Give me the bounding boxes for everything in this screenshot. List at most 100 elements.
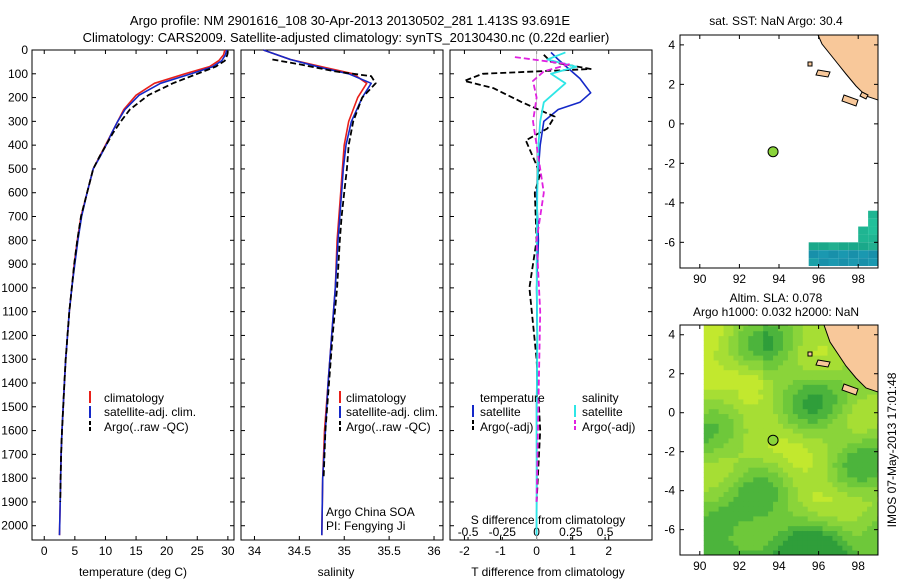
- sla-cell: [728, 457, 734, 463]
- sla-cell: [748, 345, 754, 351]
- sla-cell: [797, 511, 804, 517]
- sla-cell: [728, 418, 734, 424]
- sla-cell: [842, 472, 848, 478]
- sla-cell: [773, 423, 779, 429]
- sla-cell: [738, 350, 744, 356]
- sla-cell: [733, 379, 739, 385]
- sla-cell: [837, 438, 843, 444]
- sla-cell: [822, 389, 828, 395]
- sla-cell: [827, 389, 833, 395]
- sla-cell: [743, 423, 749, 429]
- sla-cell: [797, 467, 804, 473]
- sla-argo-position-marker: [767, 434, 779, 446]
- sla-cell: [792, 345, 799, 351]
- sla-cell: [753, 433, 759, 439]
- sla-cell: [763, 525, 769, 532]
- sla-cell: [718, 467, 724, 473]
- sla-cell: [807, 364, 814, 371]
- sla-cell: [743, 535, 749, 541]
- sst-island: [815, 69, 831, 78]
- sla-cell: [768, 462, 774, 468]
- sla-cell: [713, 394, 720, 400]
- sla-cell: [768, 345, 774, 351]
- sla-cell: [743, 403, 749, 410]
- sla-cell: [812, 442, 819, 449]
- sla-cell: [763, 325, 769, 327]
- sla-cell: [837, 535, 843, 541]
- sla-cell: [807, 516, 814, 522]
- sla-cell: [842, 477, 848, 483]
- sla-cell: [773, 394, 779, 400]
- sla-cell: [778, 418, 784, 424]
- sla-cell: [812, 462, 819, 468]
- sla-cell: [827, 384, 833, 390]
- sla-cell: [802, 335, 809, 341]
- sla-cell: [807, 467, 814, 473]
- sla-cell: [748, 452, 754, 458]
- sla-cell: [812, 423, 819, 429]
- sla-cell: [728, 535, 734, 541]
- sla-cell: [748, 481, 754, 488]
- sst-land: [817, 35, 878, 101]
- sla-cell: [792, 364, 799, 371]
- sla-cell: [812, 516, 819, 522]
- sla-cell: [812, 511, 819, 517]
- sla-cell: [867, 452, 873, 458]
- sla-cell: [837, 491, 843, 497]
- sla-cell: [822, 467, 828, 473]
- sla-cell: [708, 520, 715, 527]
- sla-cell: [782, 540, 789, 546]
- sla-cell: [733, 418, 739, 424]
- salinity-annotation-institution: Argo China SOA: [326, 505, 415, 519]
- sla-cell: [753, 491, 759, 497]
- sla-cell: [837, 360, 843, 366]
- sla-cell: [867, 394, 873, 400]
- sla-cell: [738, 452, 744, 458]
- sla-cell: [758, 403, 764, 410]
- sla-cell: [832, 438, 838, 444]
- sst-cell: [868, 218, 878, 227]
- sla-cell: [827, 340, 833, 346]
- sla-cell: [773, 369, 779, 376]
- map-x-tick-label: 98: [852, 559, 866, 573]
- sla-cell: [827, 491, 833, 497]
- sla-cell: [713, 442, 720, 449]
- sla-cell: [782, 399, 789, 405]
- sla-cell: [787, 399, 794, 405]
- sla-cell: [802, 467, 809, 473]
- sla-cell: [753, 379, 759, 385]
- sla-cell: [867, 550, 873, 555]
- salinity-lines: [263, 49, 377, 536]
- sla-cell: [787, 496, 794, 502]
- sla-cell: [768, 467, 774, 473]
- sla-cell: [748, 389, 754, 395]
- sla-cell: [817, 477, 823, 483]
- sla-cell: [807, 496, 814, 502]
- sla-cell: [822, 496, 828, 502]
- sla-cell: [708, 369, 715, 376]
- sla-cell: [718, 335, 724, 341]
- sla-cell: [862, 462, 868, 468]
- x-tick-label: 20: [160, 544, 174, 558]
- sla-cell: [703, 511, 710, 517]
- sla-cell: [758, 516, 764, 522]
- temperature-xlabel: temperature (deg C): [79, 565, 187, 579]
- sla-cell: [847, 394, 853, 400]
- sla-cell: [728, 530, 734, 536]
- x-tick-label: 15: [129, 544, 143, 558]
- y-tick-label: 1500: [1, 400, 28, 414]
- y-tick-label: 300: [8, 114, 28, 128]
- sla-cell: [708, 442, 715, 449]
- sla-cell: [723, 369, 729, 376]
- sla-cell: [743, 457, 749, 463]
- sla-cell: [822, 472, 828, 478]
- sla-cell: [817, 491, 823, 497]
- sla-cell: [733, 399, 739, 405]
- sla-cell: [728, 491, 734, 497]
- sla-cell: [827, 369, 833, 376]
- sla-cell: [867, 491, 873, 497]
- sla-cell: [807, 325, 814, 332]
- sla-cell: [713, 438, 720, 444]
- sla-cell: [778, 525, 784, 532]
- sla-cell: [792, 360, 799, 366]
